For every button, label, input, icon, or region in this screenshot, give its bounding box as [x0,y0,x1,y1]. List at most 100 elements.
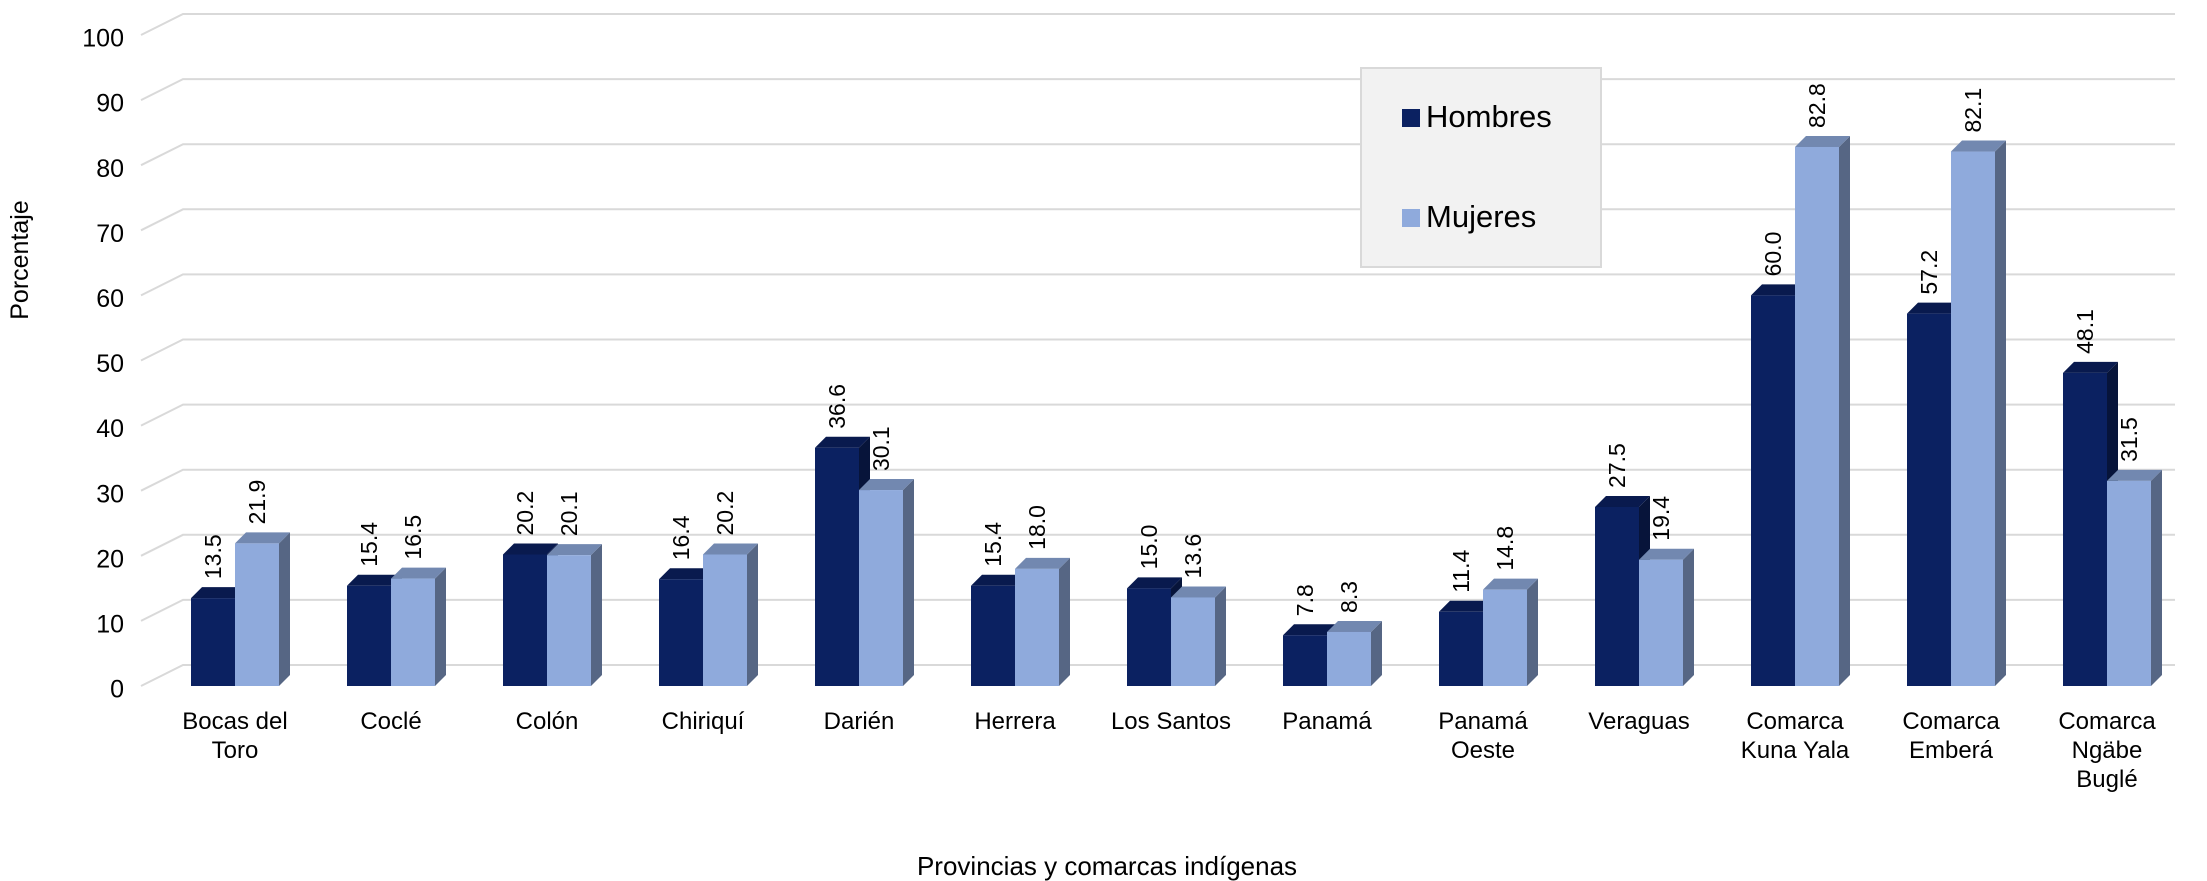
bar [547,544,602,686]
value-label: 36.6 [824,384,850,429]
value-label: 48.1 [2072,309,2098,354]
bar [1483,578,1538,686]
value-label: 57.2 [1916,250,1942,295]
x-axis-label: Provincias y comarcas indígenas [917,851,1297,881]
bar-top [1795,135,1850,147]
bar-top [1483,578,1538,590]
bar-front [1795,146,1839,687]
bar-top [391,567,446,579]
bar-side [435,567,446,686]
x-tick-label: Comarca Ngäbe Buglé [2058,708,2156,793]
y-tick-label: 40 [96,415,124,443]
bar-front [235,543,279,686]
grid-line [140,13,2175,36]
bar-side [747,543,758,686]
bar-top [1127,577,1182,589]
x-tick-label: Herrera [974,708,1056,735]
value-label: 20.2 [712,491,738,536]
value-label: 13.5 [200,534,226,579]
bar-side [1683,548,1694,686]
bar-side [2151,469,2162,686]
bar-top [1907,302,1962,314]
x-tick-label: Coclé [360,708,422,735]
value-label: 18.0 [1024,505,1050,550]
grid-line [140,273,2175,297]
legend-swatch [1402,109,1420,127]
x-tick-label: Comarca Kuna Yala [1740,708,1850,764]
bar-front [2063,372,2107,686]
value-label: 15.4 [980,522,1006,567]
bar-front [971,585,1015,686]
value-label: 21.9 [244,480,270,525]
bar-top [547,544,602,556]
bar-top [2063,361,2118,373]
value-label: 11.4 [1448,550,1474,593]
bar-top [1327,620,1382,632]
bar-side [1839,135,1850,687]
bar [859,479,914,686]
bar-front [1595,506,1639,686]
bar-side [1215,586,1226,686]
legend-label: Mujeres [1426,199,1536,234]
bar-front [1327,631,1371,686]
bar-front [815,447,859,686]
y-tick-label: 100 [82,25,124,53]
bar-front [1171,597,1215,686]
value-label: 15.4 [356,522,382,567]
y-tick-label: 80 [96,155,124,183]
value-label: 7.8 [1292,584,1318,616]
bar-top [1595,495,1650,507]
bar-front [191,598,235,686]
bar-side [1371,620,1382,686]
x-tick-label: Veraguas [1588,708,1690,735]
bar-top [1951,140,2006,152]
legend-box [1360,67,1602,268]
grid-line [140,468,2175,492]
y-tick-label: 60 [96,285,124,313]
y-tick-label: 10 [96,611,124,639]
bar [659,568,714,686]
y-tick-label: 30 [96,480,124,508]
bar [391,567,446,686]
y-axis-label: Porcentaje [6,200,34,320]
x-tick-label: Comarca Emberá [1902,708,2000,764]
y-tick-label: 0 [110,676,124,704]
legend-swatch [1402,209,1420,227]
value-label: 82.1 [1960,88,1986,133]
bar-top [191,587,246,599]
bar-top [971,574,1026,586]
bar-top [659,568,714,580]
value-label: 82.8 [1804,83,1830,128]
value-label: 30.1 [868,426,894,471]
bar [1951,140,2006,687]
legend: Hombres Mujeres [1360,67,1602,268]
bar-top [503,543,558,555]
bar [1595,495,1650,686]
bar-top [235,532,290,544]
bar-side [279,532,290,686]
y-tick-label: 90 [96,90,124,118]
x-tick-label: Bocas del Toro [182,708,288,764]
bar-top [1015,557,1070,569]
grid-line [140,143,2175,167]
value-label: 13.6 [1180,534,1206,579]
bar [1327,620,1382,686]
value-label: 15.0 [1136,525,1162,570]
value-label: 60.0 [1760,232,1786,277]
bar-top [1639,548,1694,560]
bar-front [1283,635,1327,686]
value-label: 8.3 [1336,581,1362,613]
bar-side [1995,140,2006,687]
bar-front [1439,611,1483,686]
x-tick-label: Panamá [1282,708,1372,735]
bar [1171,586,1226,686]
bar-front [1015,568,1059,686]
bar [1015,557,1070,686]
value-label: 27.5 [1604,443,1630,488]
bar-front [391,578,435,686]
bar-front [2107,480,2151,686]
x-tick-label: Panamá Oeste [1438,708,1528,764]
x-tick-label: Los Santos [1110,708,1232,735]
bar-top [1439,600,1494,612]
